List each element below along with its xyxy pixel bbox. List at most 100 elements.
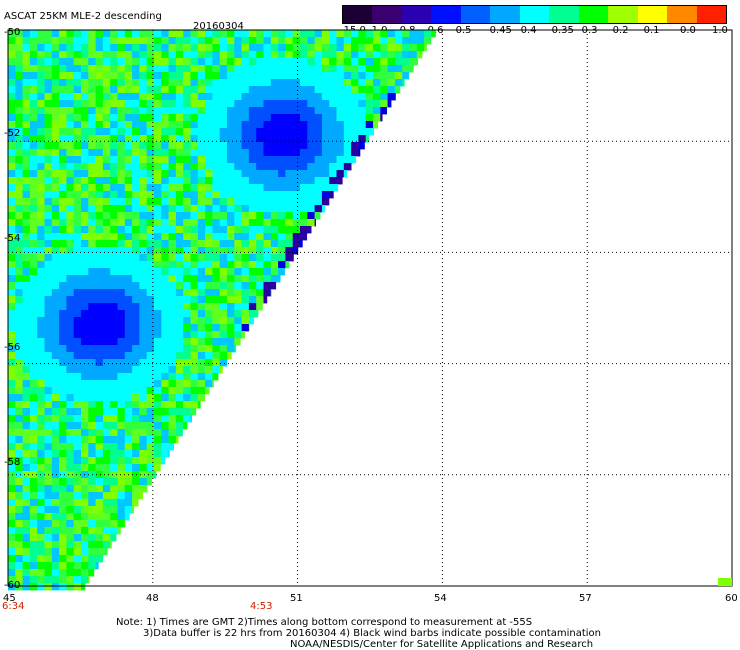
wind-cell <box>219 268 228 276</box>
wind-cell <box>81 380 89 388</box>
wind-cell <box>22 296 31 304</box>
wind-cell <box>37 436 45 444</box>
wind-cell <box>227 100 235 108</box>
wind-cell <box>139 485 148 493</box>
wind-cell <box>29 100 38 108</box>
wind-cell <box>29 401 38 409</box>
wind-cell <box>117 135 126 143</box>
wind-cell <box>102 373 111 381</box>
wind-cell <box>314 198 323 206</box>
wind-cell <box>102 128 111 136</box>
wind-cell <box>219 233 228 241</box>
wind-cell <box>154 352 162 360</box>
wind-cell <box>270 58 279 66</box>
wind-cell <box>190 212 199 220</box>
wind-cell <box>102 289 111 297</box>
wind-cell <box>66 457 75 465</box>
wind-cell <box>154 107 162 115</box>
wind-cell <box>183 170 191 178</box>
wind-cell <box>95 198 104 206</box>
wind-cell <box>22 86 31 94</box>
wind-cell <box>29 464 38 472</box>
wind-cell <box>278 79 286 87</box>
wind-cell <box>365 86 374 94</box>
wind-cell <box>373 121 379 129</box>
wind-cell <box>227 184 235 192</box>
wind-cell <box>37 268 45 276</box>
wind-cell <box>124 492 133 500</box>
wind-cell <box>263 51 272 59</box>
wind-cell <box>110 464 118 472</box>
wind-cell <box>29 450 38 458</box>
wind-cell <box>300 149 308 157</box>
wind-cell <box>73 401 82 409</box>
wind-cell <box>351 93 359 101</box>
wind-cell <box>8 268 16 276</box>
wind-cell <box>51 184 60 192</box>
wind-cell <box>59 464 67 472</box>
wind-cell <box>8 233 16 241</box>
wind-cell <box>205 282 213 290</box>
wind-cell <box>190 198 199 206</box>
wind-cell <box>146 471 155 479</box>
wind-cell <box>73 373 82 381</box>
wind-cell <box>81 191 89 199</box>
wind-cell <box>358 51 367 59</box>
wind-cell <box>110 443 118 451</box>
wind-cell <box>132 261 140 269</box>
wind-cell <box>256 121 264 129</box>
wind-cell <box>146 268 155 276</box>
wind-cell <box>22 268 31 276</box>
wind-cell <box>44 37 53 45</box>
wind-cell <box>37 282 45 290</box>
wind-cell <box>81 247 89 255</box>
wind-cell <box>81 184 89 192</box>
wind-cell <box>183 303 191 311</box>
wind-cell <box>132 289 140 297</box>
wind-cell <box>29 562 38 570</box>
wind-cell <box>168 345 177 353</box>
wind-cell <box>139 58 148 66</box>
wind-cell <box>373 37 381 45</box>
wind-cell <box>124 191 133 199</box>
wind-cell <box>88 254 96 262</box>
wind-cell <box>102 282 111 290</box>
wind-cell <box>278 163 286 171</box>
wind-cell <box>124 359 133 367</box>
wind-cell <box>234 219 242 227</box>
wind-cell <box>402 72 410 80</box>
wind-cell <box>292 191 301 199</box>
wind-cell <box>44 79 53 87</box>
wind-cell <box>88 247 96 255</box>
wind-cell <box>314 86 323 94</box>
wind-cell <box>95 205 104 213</box>
wind-cell <box>132 58 140 66</box>
wind-cell <box>22 254 31 262</box>
wind-cell <box>15 555 23 563</box>
wind-cell <box>51 156 60 164</box>
corner-marker <box>718 578 732 586</box>
wind-cell <box>154 121 162 129</box>
wind-cell <box>66 79 75 87</box>
wind-cell <box>139 464 148 472</box>
wind-cell <box>146 261 155 269</box>
wind-cell <box>300 205 308 213</box>
wind-cell <box>117 163 126 171</box>
wind-cell <box>205 100 213 108</box>
wind-cell <box>59 450 67 458</box>
wind-cell <box>387 44 396 52</box>
wind-cell <box>88 464 96 472</box>
wind-cell <box>168 163 177 171</box>
wind-cell <box>154 317 162 325</box>
wind-cell <box>175 170 184 178</box>
wind-cell <box>132 65 140 73</box>
wind-cell <box>73 100 82 108</box>
wind-cell <box>248 226 257 234</box>
wind-cell <box>8 114 16 122</box>
wind-cell <box>175 296 184 304</box>
wind-cell <box>241 226 250 234</box>
wind-cell <box>183 247 191 255</box>
wind-cell <box>270 226 279 234</box>
wind-cell <box>292 163 301 171</box>
wind-cell <box>81 79 89 87</box>
